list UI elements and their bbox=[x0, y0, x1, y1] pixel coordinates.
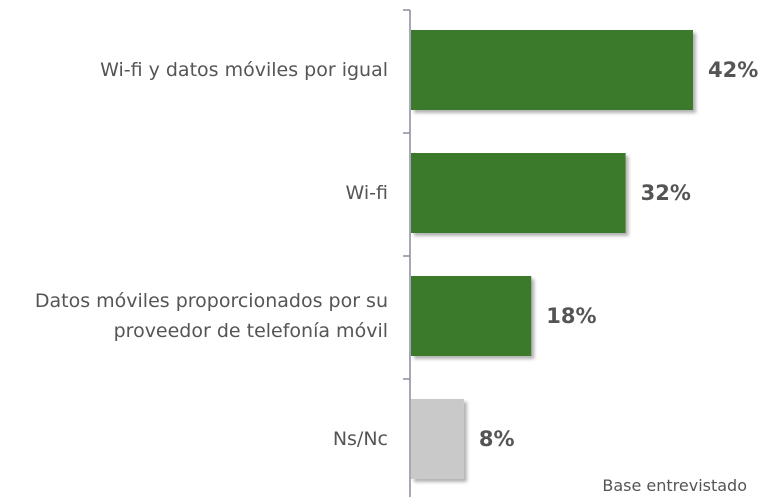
value-label: 18% bbox=[546, 304, 597, 328]
value-label: 8% bbox=[478, 427, 515, 451]
category-label: Wi-fi y datos móviles por igual bbox=[100, 59, 388, 81]
category-label: Datos móviles proporcionados por su prov… bbox=[34, 290, 388, 342]
value-label: 42% bbox=[708, 58, 759, 82]
bar bbox=[411, 276, 532, 356]
category-label: Wi-fi bbox=[345, 182, 388, 204]
bar bbox=[411, 153, 626, 233]
bar bbox=[411, 399, 464, 479]
annotation: Base entrevistado bbox=[602, 476, 747, 495]
value-label: 32% bbox=[640, 181, 691, 205]
bar bbox=[411, 30, 693, 110]
category-label: Ns/Nc bbox=[332, 428, 388, 450]
